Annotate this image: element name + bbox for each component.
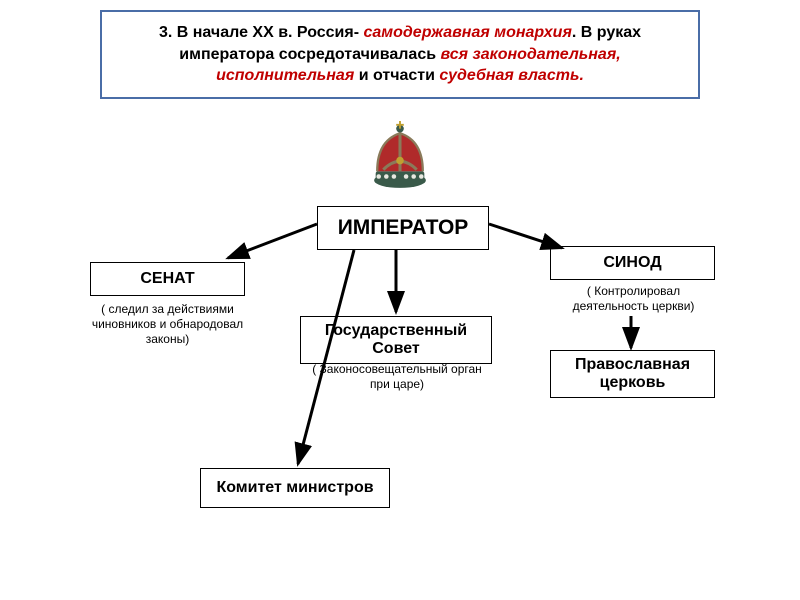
node-emperor: ИМПЕРАТОР — [317, 206, 489, 250]
node-label: СЕНАТ — [140, 270, 194, 288]
crown-icon — [362, 118, 438, 194]
node-label: Государственный Совет — [309, 322, 483, 358]
node-desc-senate: ( следил за действиями чиновников и обна… — [90, 302, 245, 347]
arrow-emperor-to-senate — [228, 224, 317, 258]
node-label: Православная церковь — [559, 356, 706, 392]
node-label: ИМПЕРАТОР — [338, 216, 469, 240]
node-synod: СИНОД — [550, 246, 715, 280]
node-desc-council: ( Законосовещательный орган при царе) — [312, 362, 482, 392]
header-box: 3. В начале XX в. Россия- самодержавная … — [100, 10, 700, 99]
node-church: Православная церковь — [550, 350, 715, 398]
node-senate: СЕНАТ — [90, 262, 245, 296]
arrow-emperor-to-synod — [489, 224, 562, 248]
node-council: Государственный Совет — [300, 316, 492, 364]
header-text: 3. В начале XX в. Россия- самодержавная … — [159, 24, 641, 84]
node-desc-synod: ( Контролировал деятельность церкви) — [556, 284, 711, 314]
node-committee: Комитет министров — [200, 468, 390, 508]
node-label: Комитет министров — [216, 479, 373, 497]
node-label: СИНОД — [603, 254, 661, 272]
